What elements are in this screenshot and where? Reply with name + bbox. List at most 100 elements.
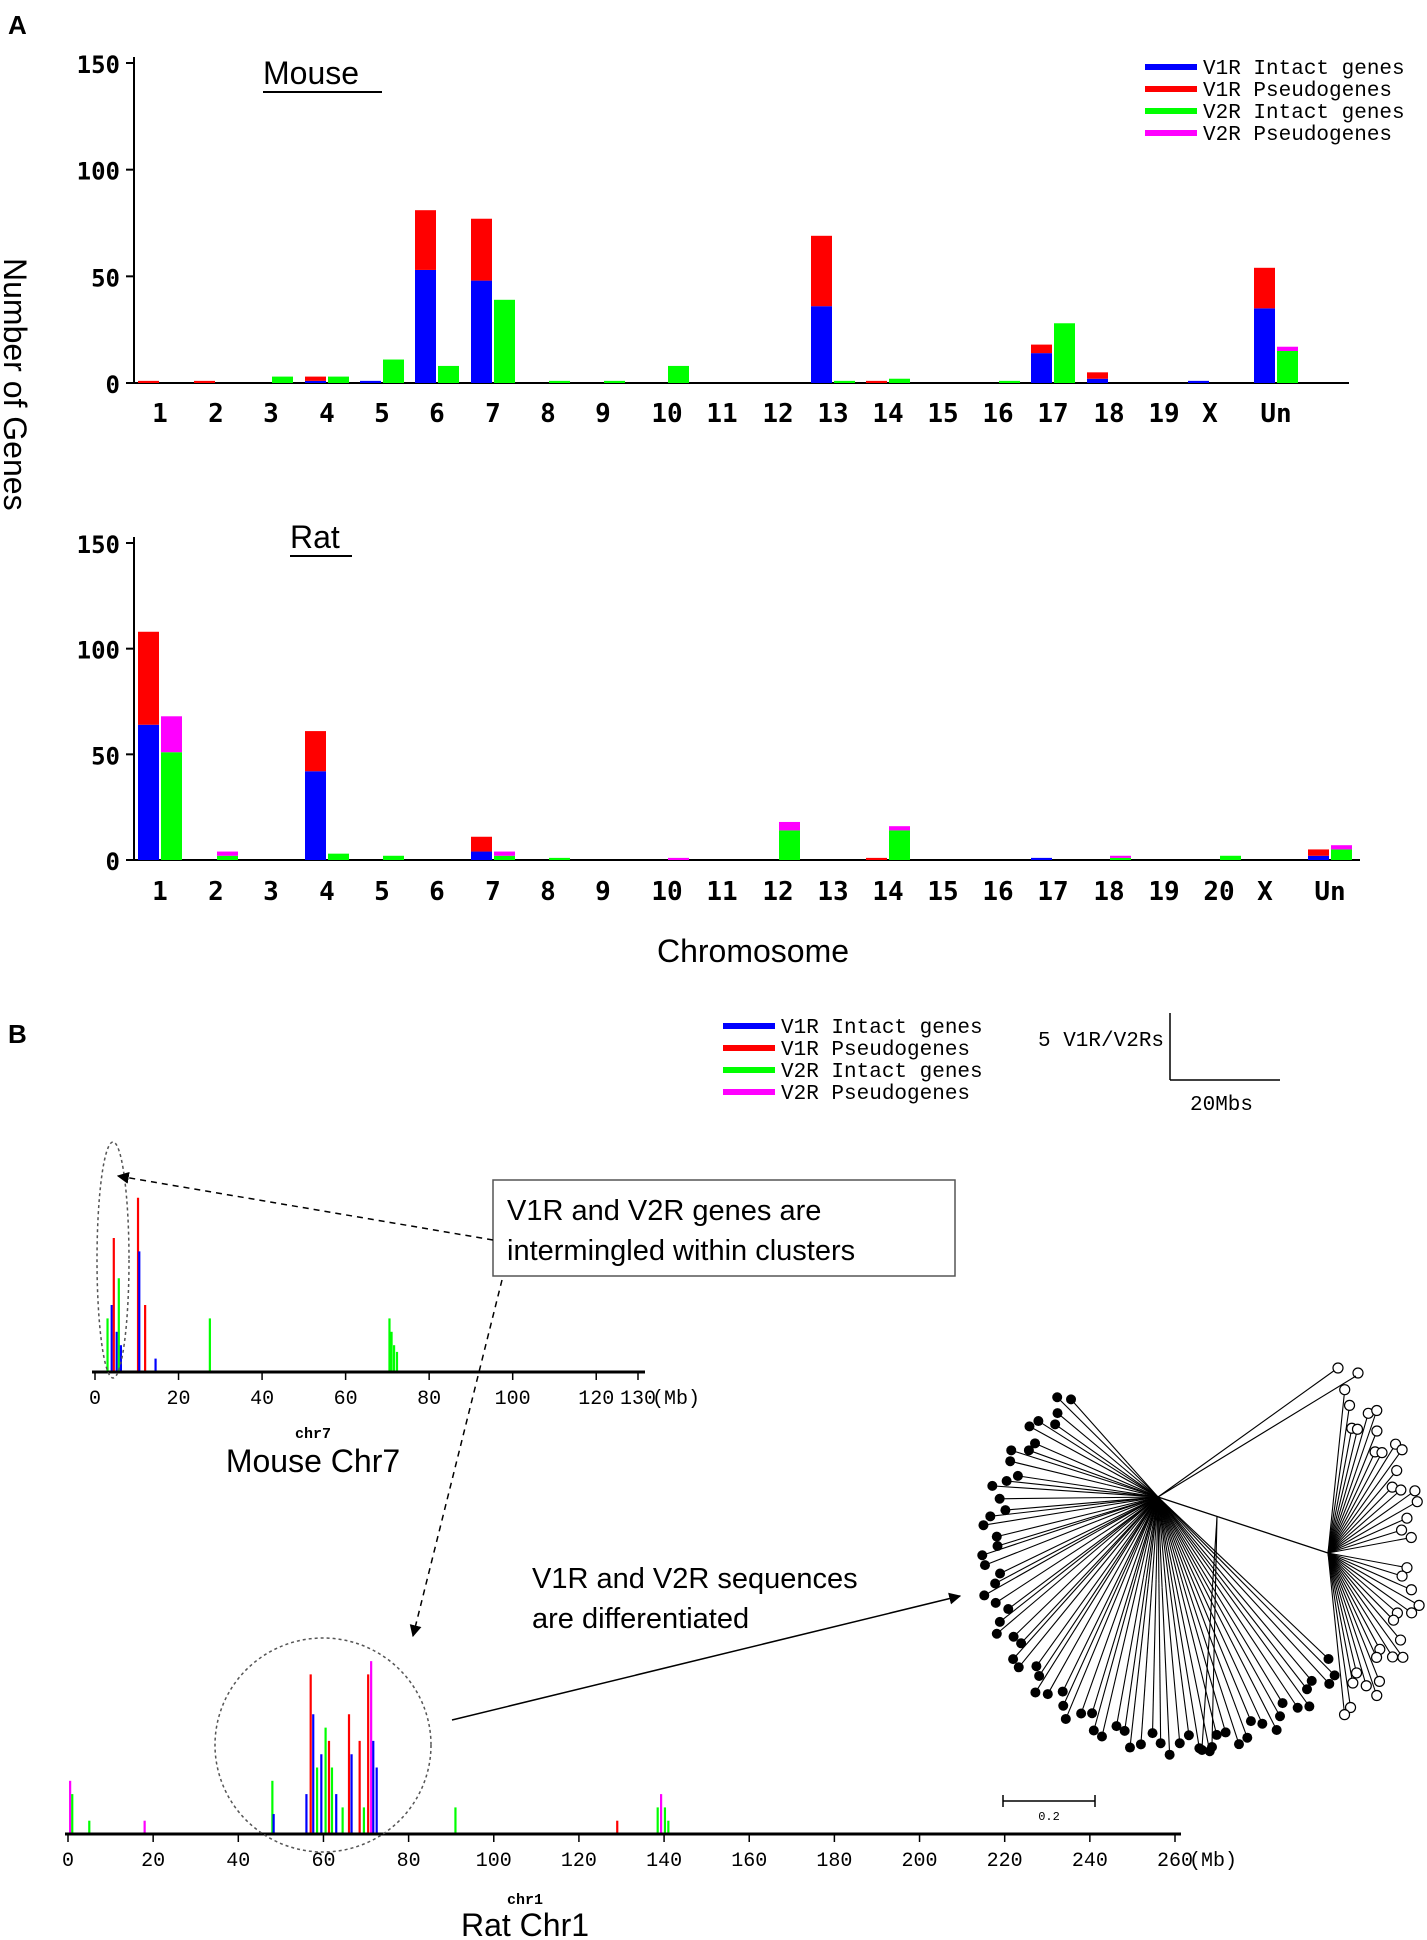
- tree-branch: [1194, 1576, 1263, 1724]
- tree-branch: [1035, 1555, 1116, 1667]
- mouse-xtick-label: 19: [1148, 399, 1179, 429]
- mouse-xtick-label: 15: [927, 399, 958, 429]
- rat-xtick-label: 18: [1093, 877, 1124, 907]
- rat-bar-v2r-pseudo: [161, 716, 182, 753]
- mouse-bar-v1r-pseudo: [194, 380, 215, 383]
- chr1-tick-label: 220: [987, 1850, 1023, 1873]
- tree-leaf-v2r: [1409, 1485, 1421, 1497]
- tree-leaf-v1r: [979, 1560, 990, 1571]
- tree-branch: [1327, 1470, 1398, 1554]
- tree-branch: [1096, 1496, 1159, 1518]
- rat-xtick-label: 1: [152, 877, 168, 907]
- rat-bar-v1r-pseudo: [138, 631, 159, 725]
- mouse-bar-v2r-intact: [383, 359, 404, 383]
- tree-leaf-v1r: [1207, 1742, 1217, 1752]
- tree-leaf-v1r: [1052, 1408, 1063, 1419]
- tree-branch: [1101, 1580, 1139, 1737]
- tree-leaf-v1r: [994, 1616, 1005, 1627]
- tree-branch: [1054, 1423, 1123, 1473]
- mouse-xtick-label: 4: [319, 399, 335, 429]
- tree-branch: [1140, 1583, 1153, 1745]
- rat-bar-v1r-pseudo: [866, 857, 887, 860]
- tree-branch: [1327, 1552, 1358, 1674]
- rat-xtick-label: Un: [1314, 877, 1345, 907]
- tree-branch: [1157, 1496, 1208, 1572]
- tree-leaf-v1r: [1271, 1725, 1282, 1736]
- tree-leaf-v2r: [1373, 1675, 1386, 1687]
- tree-branch: [1199, 1578, 1278, 1731]
- chr1-tick-label: 140: [646, 1850, 682, 1873]
- tree-branch: [1125, 1496, 1159, 1575]
- panel-label-b: B: [8, 1019, 27, 1049]
- tree-branch: [1157, 1496, 1201, 1579]
- scale-length-label: 20Mbs: [1190, 1094, 1253, 1117]
- tree-leaf-v1r: [1060, 1713, 1071, 1724]
- tree-branch: [1157, 1496, 1203, 1570]
- rat-xtick-label: 12: [762, 877, 793, 907]
- tree-leaf-v1r: [977, 1550, 988, 1561]
- tree-branch: [1327, 1389, 1346, 1554]
- tree-branch: [983, 1506, 1097, 1526]
- tree-leaf-v1r: [1211, 1729, 1222, 1740]
- mouse-xtick-label: 16: [982, 399, 1013, 429]
- rat-xtick-label: X: [1257, 877, 1273, 907]
- tree-branch: [1327, 1443, 1397, 1554]
- tree-branch: [1106, 1496, 1159, 1555]
- tree-leaf-v1r: [1147, 1728, 1158, 1739]
- tree-branch: [999, 1540, 1103, 1623]
- tree-branch: [994, 1526, 1102, 1584]
- tree-leaf-v1r: [1306, 1675, 1317, 1686]
- tree-leaf-v1r: [1087, 1708, 1098, 1719]
- rat-bar-v2r-pseudo: [668, 857, 689, 860]
- tree-branch: [1130, 1496, 1159, 1573]
- tree-leaf-v1r: [1242, 1732, 1253, 1743]
- tree-leaf-v2r: [1413, 1599, 1425, 1611]
- tree-leaf-v2r: [1351, 1423, 1364, 1435]
- tree-branch: [1327, 1552, 1412, 1591]
- tree-branch: [1157, 1496, 1187, 1584]
- tree-leaf-v2r: [1347, 1677, 1359, 1689]
- rat-ytick-label: 50: [91, 742, 120, 770]
- tree-branch: [1188, 1581, 1248, 1738]
- mouse-axes: [126, 57, 1349, 384]
- legend-b-label: V2R Pseudogenes: [781, 1083, 970, 1106]
- tree-branch: [1161, 1587, 1171, 1755]
- tree-leaf-v1r: [1096, 1731, 1107, 1742]
- chr7-small-label: chr7: [295, 1426, 331, 1443]
- tree-leaf-v2r: [1339, 1384, 1351, 1396]
- scale-bar: 5 V1R/V2Rs 20Mbs: [1038, 1013, 1280, 1117]
- tree-branch: [1010, 1460, 1107, 1486]
- tree-leaf-v2r: [1391, 1464, 1403, 1477]
- tree-leaf-v1r: [994, 1493, 1005, 1504]
- tree-branch: [996, 1544, 1102, 1635]
- mouse-bar-v1r-pseudo: [1254, 267, 1275, 309]
- tree-leaf-v2r: [1401, 1512, 1413, 1524]
- mouse-ytick-label: 0: [106, 371, 120, 399]
- chr7-tick-label: 0: [89, 1388, 101, 1411]
- tree-branch: [1096, 1496, 1159, 1508]
- tree-leaf-v1r: [1001, 1475, 1012, 1486]
- mouse-xtick-label: 7: [485, 399, 501, 429]
- rat-bar-v2r-intact: [1220, 855, 1241, 860]
- tree-leaf-v2r: [1338, 1709, 1351, 1721]
- legend-a-label: V2R Intact genes: [1203, 102, 1405, 125]
- rat-bar-v2r-pseudo: [217, 851, 238, 856]
- tree-branch: [997, 1513, 1102, 1547]
- tree-branch: [1124, 1578, 1147, 1731]
- tree-branch: [1129, 1584, 1149, 1748]
- tree-leaf-v1r: [995, 1568, 1006, 1579]
- tree-branch: [1147, 1496, 1159, 1585]
- rat-xtick-label: 2: [208, 877, 224, 907]
- tree-branch: [1327, 1451, 1376, 1554]
- mouse-bar-v1r-intact: [811, 306, 832, 383]
- tree-leaf-v2r: [1405, 1584, 1418, 1596]
- tree-leaf-v1r: [990, 1597, 1001, 1608]
- legend-b-label: V1R Intact genes: [781, 1017, 983, 1040]
- tree-branch: [1020, 1547, 1111, 1644]
- tree-branch: [999, 1523, 1103, 1574]
- mouse-ytick-label: 150: [77, 51, 120, 79]
- rat-ytick-label: 100: [77, 637, 120, 665]
- tree-branch: [1190, 1575, 1252, 1722]
- tree-leaf-v2r: [1397, 1651, 1409, 1663]
